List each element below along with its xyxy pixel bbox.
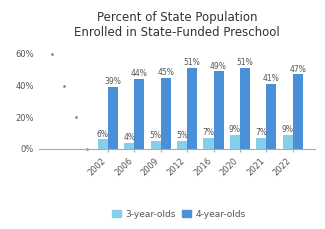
Bar (240, 68, 250, 149)
Text: 9%: 9% (282, 125, 294, 134)
Text: 45%: 45% (157, 68, 174, 77)
Text: 49%: 49% (210, 62, 227, 71)
Bar (161, 78, 171, 149)
Text: 47%: 47% (289, 65, 306, 74)
Bar (177, 141, 187, 149)
Bar (283, 135, 293, 149)
Text: 7%: 7% (255, 128, 267, 137)
Text: 51%: 51% (184, 58, 201, 67)
Bar (108, 87, 118, 149)
Text: 5%: 5% (150, 131, 162, 140)
Bar (124, 142, 134, 149)
Text: 44%: 44% (131, 69, 148, 78)
Bar (214, 71, 224, 149)
Bar (293, 74, 303, 149)
Bar (230, 135, 240, 149)
Bar (266, 84, 276, 149)
Bar (134, 79, 144, 149)
Title: Percent of State Population
Enrolled in State-Funded Preschool: Percent of State Population Enrolled in … (74, 11, 280, 39)
Text: 9%: 9% (229, 125, 241, 134)
Legend: 3-year-olds, 4-year-olds: 3-year-olds, 4-year-olds (109, 206, 249, 222)
Text: 6%: 6% (97, 130, 109, 139)
Text: 51%: 51% (237, 58, 253, 67)
Bar (203, 138, 214, 149)
Bar (187, 68, 197, 149)
Bar (256, 138, 266, 149)
Bar (151, 141, 161, 149)
Bar (98, 139, 108, 149)
Text: 7%: 7% (202, 128, 214, 137)
Text: 39%: 39% (105, 77, 122, 86)
Text: 4%: 4% (124, 133, 135, 142)
Text: 5%: 5% (176, 131, 188, 140)
Text: 41%: 41% (263, 74, 280, 83)
